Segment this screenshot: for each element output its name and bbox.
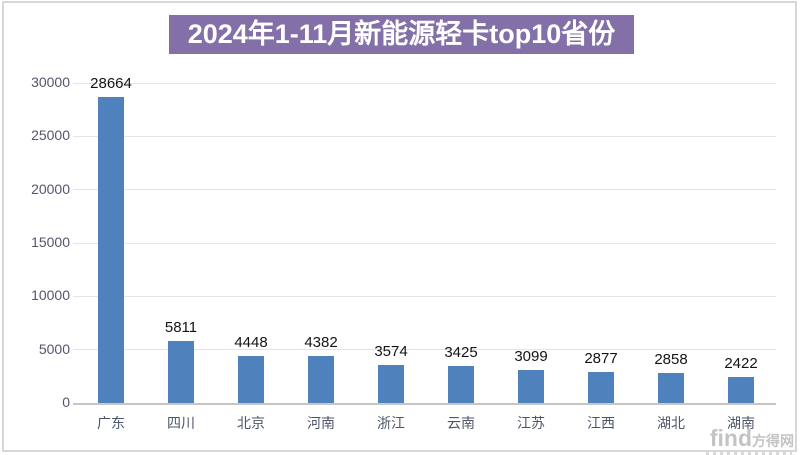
bar-value-label: 4382	[304, 334, 338, 352]
bar-value-label: 28664	[90, 75, 132, 93]
bar-group: 5811 四川	[146, 83, 216, 431]
x-category-label: 江西	[587, 415, 615, 431]
y-tick-label: 20000	[31, 180, 70, 197]
watermark-cn: 方得网	[752, 433, 794, 449]
bar-value-label: 4448	[234, 333, 268, 351]
x-axis-line	[73, 402, 776, 405]
gridline	[73, 189, 776, 191]
bar	[378, 364, 404, 403]
x-category-label: 北京	[237, 415, 265, 431]
bar-group: 4382 河南	[286, 83, 356, 431]
bar	[658, 372, 684, 403]
x-category-label: 云南	[447, 415, 475, 431]
bar-value-label: 5811	[164, 319, 198, 337]
gridline	[73, 349, 776, 351]
x-category-label: 广东	[97, 415, 125, 431]
bar-group: 4448 北京	[216, 83, 286, 431]
plot-area: 28664 广东 5811 四川 4448 北京 4382 河南 3574 浙江 3425 云南 309…	[73, 75, 776, 431]
chart-title: 2024年1-11月新能源轻卡top10省份	[169, 15, 634, 54]
y-tick-label: 0	[62, 394, 70, 410]
gridline	[73, 242, 776, 244]
y-tick-label: 15000	[31, 234, 70, 250]
x-category-label: 湖北	[657, 415, 685, 431]
bar	[448, 366, 474, 403]
x-category-label: 浙江	[377, 415, 405, 431]
bar-value-label: 3099	[514, 347, 548, 365]
bar	[518, 369, 544, 403]
bar	[168, 341, 194, 403]
bar-value-label: 3574	[374, 342, 408, 360]
bar-group: 2422 湖南	[706, 83, 776, 431]
x-category-label: 湖南	[727, 415, 755, 431]
watermark: find方得网	[710, 427, 794, 450]
y-tick-label: 5000	[38, 340, 70, 357]
bar-group: 28664 广东	[76, 75, 146, 431]
x-category-label: 四川	[167, 415, 195, 431]
gridline	[73, 135, 776, 137]
y-tick-label: 10000	[31, 287, 70, 304]
bar-value-label: 2422	[724, 355, 758, 373]
bar	[98, 97, 124, 403]
gridline	[73, 82, 776, 84]
x-category-label: 河南	[307, 415, 335, 431]
bar-value-label: 2858	[654, 350, 688, 368]
bar	[238, 355, 264, 403]
bar	[588, 372, 614, 403]
watermark-latin: find	[709, 425, 752, 451]
gridline	[73, 295, 776, 297]
y-tick-label: 30000	[31, 74, 70, 90]
y-tick-label: 25000	[31, 127, 70, 144]
bar-group: 2877 江西	[566, 83, 636, 431]
bar-group: 3099 江苏	[496, 83, 566, 431]
watermark-cropped-text	[706, 452, 792, 455]
bar-value-label: 3425	[444, 344, 478, 362]
bar-group: 3425 云南	[426, 83, 496, 431]
x-category-label: 江苏	[517, 415, 545, 431]
bar-group: 2858 湖北	[636, 83, 706, 431]
bar-group: 3574 浙江	[356, 83, 426, 431]
bar	[308, 356, 334, 403]
bar-value-label: 2877	[584, 350, 618, 368]
bar	[728, 377, 754, 403]
